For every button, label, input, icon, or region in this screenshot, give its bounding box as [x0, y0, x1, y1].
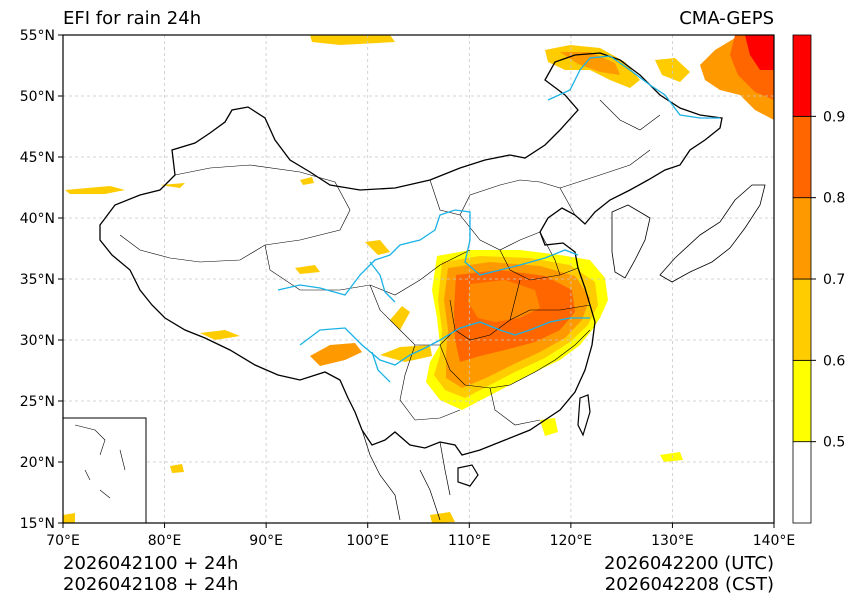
map-title: EFI for rain 24h [63, 8, 202, 29]
yangtze-river [299, 317, 590, 366]
colorbar-segment [792, 34, 812, 117]
lon-tick-label: 140°E [753, 533, 796, 549]
valid-cst: 2026042208 (CST) [604, 574, 774, 595]
efi-field [63, 35, 774, 523]
colorbar-segment [792, 441, 812, 524]
lon-tick-label: 120°E [550, 533, 593, 549]
lon-tick-label: 80°E [148, 533, 182, 549]
colorbar-label: 0.5 [823, 435, 845, 451]
amur-river [547, 55, 720, 119]
lat-tick-label: 30°N [20, 333, 55, 349]
hainan [457, 464, 479, 487]
lat-tick-label: 35°N [20, 272, 55, 288]
graticule [63, 35, 774, 523]
colorbar-label: 0.8 [823, 191, 845, 207]
model-name: CMA-GEPS [679, 8, 774, 29]
lat-tick-label: 15°N [20, 516, 55, 532]
colorbar-segment [792, 115, 812, 199]
valid-utc: 2026042200 (UTC) [604, 553, 774, 574]
valid-time: 2026042200 (UTC) 2026042208 (CST) [604, 553, 774, 595]
init-cst: 2026042108 + 24h [63, 574, 239, 595]
yellow-river [277, 209, 579, 296]
upper-rivers [369, 261, 396, 383]
taiwan [577, 394, 591, 437]
rivers [277, 55, 720, 383]
lon-tick-label: 130°E [651, 533, 694, 549]
boundaries [99, 52, 766, 521]
lon-tick-label: 100°E [346, 533, 389, 549]
lat-tick-label: 50°N [20, 89, 55, 105]
colorbar: 0.5 0.6 0.7 0.8 0.9 [792, 34, 845, 524]
lat-tick-label: 40°N [20, 211, 55, 227]
lon-tick-label: 110°E [448, 533, 491, 549]
china-border [99, 52, 723, 456]
init-utc: 2026042100 + 24h [63, 553, 239, 574]
lat-tick-label: 45°N [20, 150, 55, 166]
axis-ticks: 70°E 80°E 90°E 100°E 110°E 120°E 130°E 140°E 15°… [20, 28, 796, 549]
coast-indochina [361, 429, 451, 521]
lon-tick-label: 70°E [46, 533, 80, 549]
colorbar-label: 0.6 [823, 353, 845, 369]
colorbar-segment [792, 278, 812, 361]
colorbar-segment [792, 197, 812, 280]
lat-tick-label: 55°N [20, 28, 55, 44]
colorbar-label: 0.9 [823, 109, 845, 125]
lat-tick-label: 25°N [20, 394, 55, 410]
korea-japan [611, 184, 766, 283]
lon-tick-label: 90°E [249, 533, 283, 549]
south-china-sea-inset [62, 417, 147, 524]
init-time: 2026042100 + 24h 2026042108 + 24h [63, 553, 238, 595]
colorbar-label: 0.7 [823, 272, 845, 288]
colorbar-segment [792, 359, 812, 443]
provinces [119, 99, 661, 426]
lat-tick-label: 20°N [20, 455, 55, 471]
